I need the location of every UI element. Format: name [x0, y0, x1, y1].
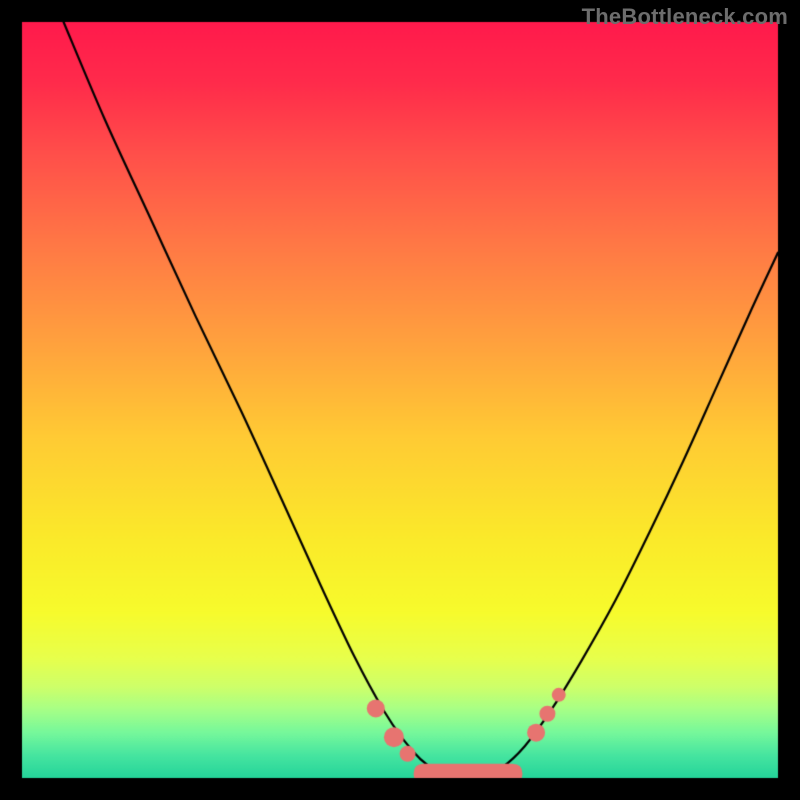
chart-container: TheBottleneck.com: [0, 0, 800, 800]
bottleneck-curve-chart: [0, 0, 800, 800]
attribution-label: TheBottleneck.com: [582, 4, 788, 30]
